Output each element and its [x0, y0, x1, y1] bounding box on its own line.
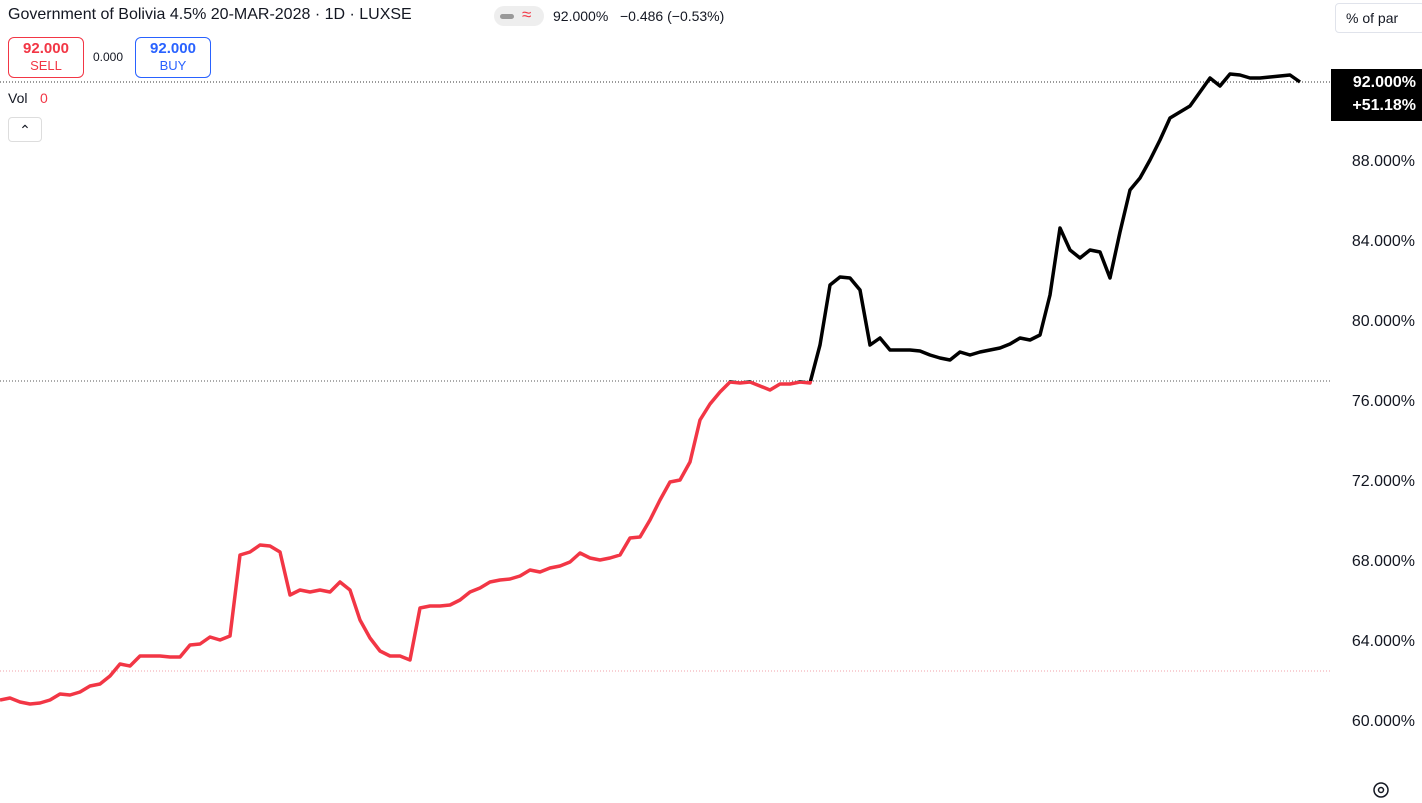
y-tick-label: 60.000%: [1352, 713, 1415, 730]
x-tick-label: Jun: [534, 779, 561, 798]
price-line-below: [0, 381, 813, 706]
price-line-above: [728, 72, 1302, 381]
x-tick-label: Mar: [211, 779, 241, 798]
volume-value: 0: [40, 90, 48, 106]
x-tick-label: Apr: [321, 779, 348, 798]
y-tick-label: 88.000%: [1352, 153, 1415, 170]
symbol-title: Government of Bolivia 4.5% 20-MAR-2028 ·…: [8, 6, 412, 23]
change-text: +51.18%: [1352, 97, 1416, 114]
spread: 0.000: [93, 50, 124, 64]
y-tick-label: 64.000%: [1352, 633, 1415, 650]
last-price: 92.000%: [553, 8, 609, 24]
sell-label: SELL: [30, 58, 62, 73]
volume-label: Vol: [8, 90, 28, 106]
x-tick-label: Aug: [756, 779, 786, 798]
x-tick-label: Nov: [1093, 779, 1124, 798]
x-axis: 2025 Feb Mar Apr May Jun Jul Aug Sep Oct Nov Dec 202…: [0, 779, 1337, 798]
plot-area: [0, 72, 1330, 706]
x-tick-label: Feb: [106, 779, 135, 798]
x-tick-label: 2026: [1299, 779, 1337, 798]
y-axis: 60.000% 64.000% 68.000% 72.000% 76.000% 80.00…: [1352, 153, 1415, 730]
x-tick-label: May: [423, 779, 456, 798]
sell-button[interactable]: 92.000 SELL: [8, 37, 84, 78]
scale-mode[interactable]: % of par: [1335, 3, 1422, 33]
last-price-label: 92.000% +51.18%: [1331, 69, 1422, 121]
collapse-button[interactable]: ⌃: [8, 117, 42, 142]
y-tick-label: 72.000%: [1352, 473, 1415, 490]
y-tick-label: 80.000%: [1352, 313, 1415, 330]
buy-price: 92.000: [150, 40, 196, 57]
y-tick-label: 76.000%: [1352, 393, 1415, 410]
x-tick-label: 2025: [0, 779, 31, 798]
last-price-box: [1331, 69, 1422, 121]
sell-price: 92.000: [23, 40, 69, 57]
buy-label: BUY: [159, 58, 187, 73]
buy-button[interactable]: 92.000 BUY: [135, 37, 211, 78]
x-tick-label: Jul: [641, 779, 663, 798]
y-tick-label: 68.000%: [1352, 553, 1415, 570]
x-tick-label: Sep: [860, 779, 890, 798]
settings-icon[interactable]: [1373, 782, 1389, 798]
x-tick-label: Oct: [977, 779, 1004, 798]
last-price-text: 92.000%: [1353, 74, 1416, 91]
status-pill[interactable]: ≈: [494, 5, 544, 26]
x-tick-label: Dec: [1198, 779, 1229, 798]
price-change: −0.486 (−0.53%): [620, 8, 725, 24]
y-tick-label: 84.000%: [1352, 233, 1415, 250]
